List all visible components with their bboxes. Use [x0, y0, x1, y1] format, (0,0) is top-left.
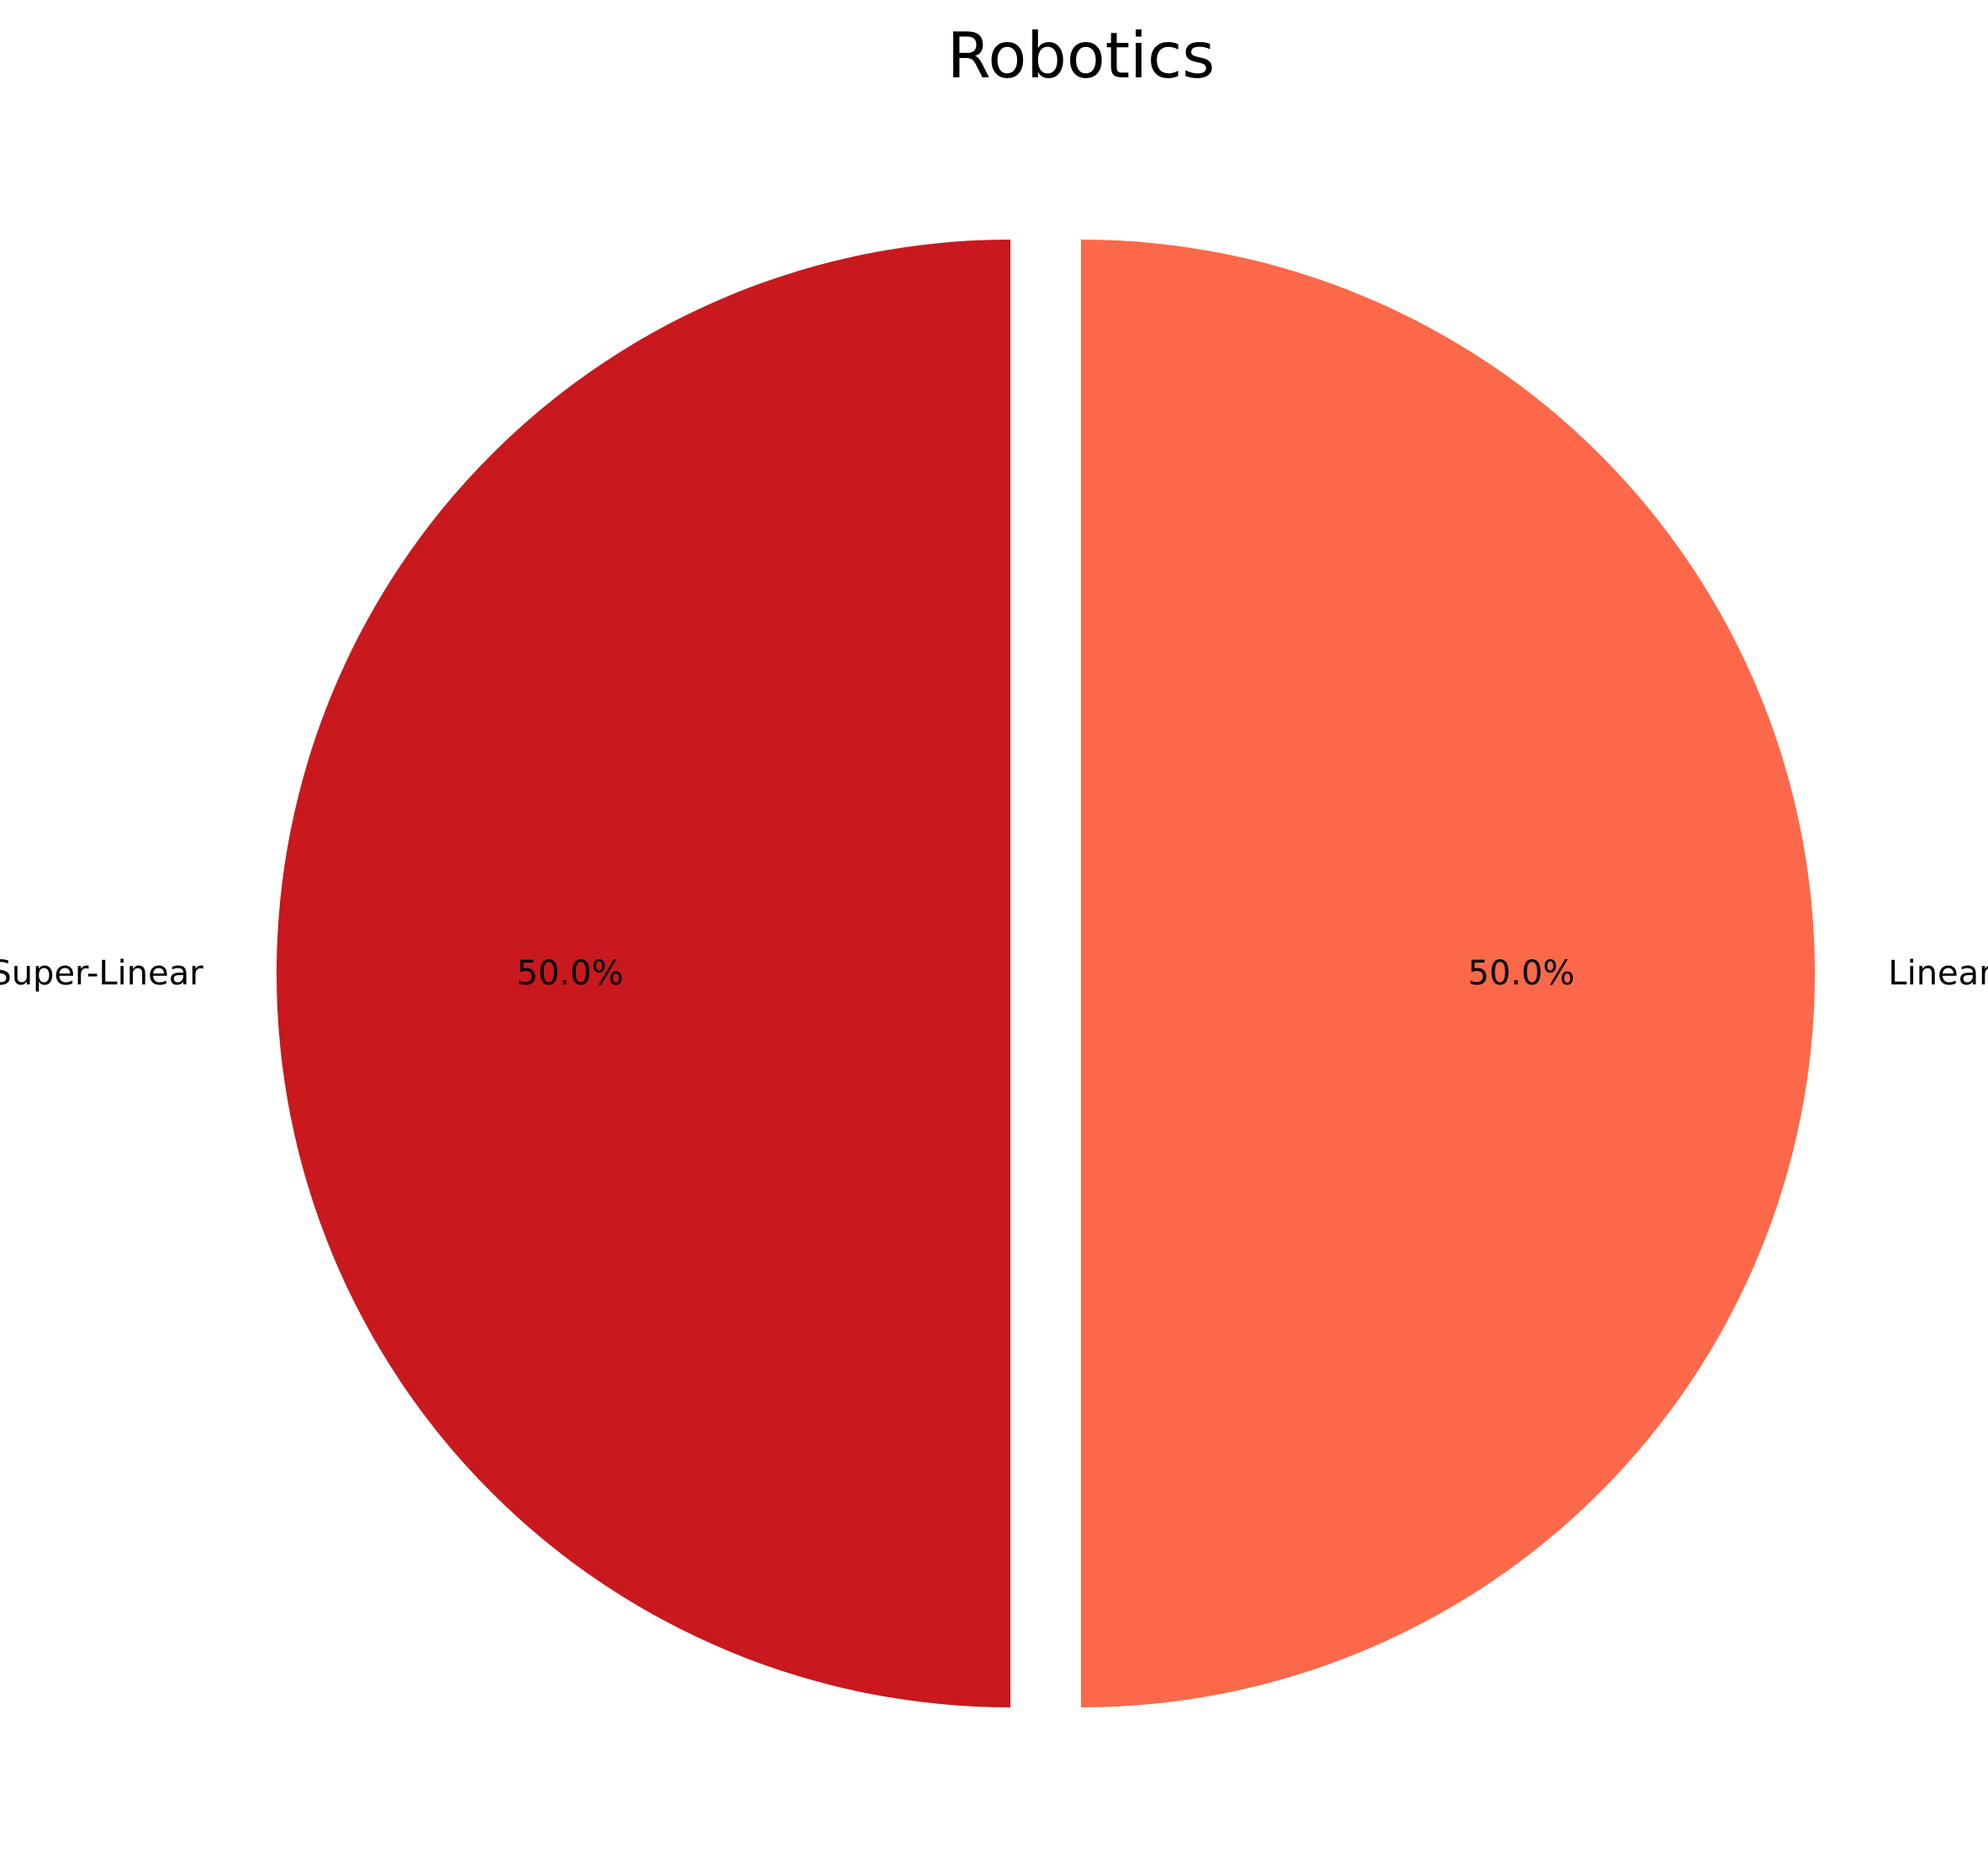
slice-percent-super-linear: 50.0% [517, 954, 624, 993]
pie-slices [277, 240, 1815, 1707]
slice-label-linear: Linear [1888, 954, 1988, 993]
chart-title: Robotics [947, 18, 1215, 92]
slice-label-super-linear: Super-Linear [0, 954, 203, 993]
pie-slice-super-linear [277, 240, 1010, 1707]
pie-slice-linear [1081, 240, 1815, 1707]
pie-labels: Super-Linear 50.0% Linear 50.0% [0, 954, 1988, 993]
slice-percent-linear: 50.0% [1468, 954, 1574, 993]
